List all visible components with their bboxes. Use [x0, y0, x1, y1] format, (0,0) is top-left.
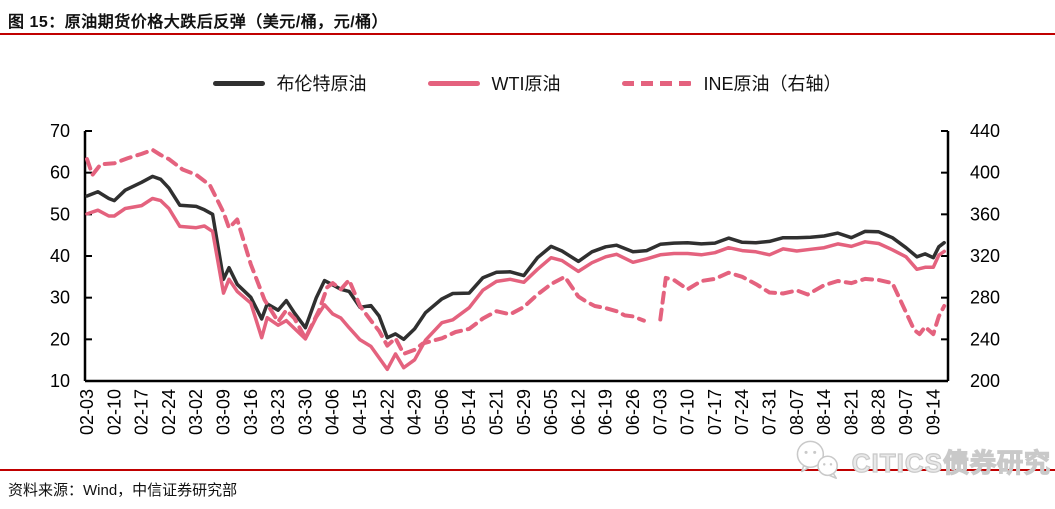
x-axis-label: 03-16 — [241, 389, 261, 435]
x-axis-label: 03-02 — [186, 389, 206, 435]
right-axis-label: 280 — [970, 288, 1000, 308]
left-axis-label: 20 — [50, 329, 70, 349]
left-axis-label: 70 — [50, 121, 70, 141]
x-axis-label: 03-23 — [268, 389, 288, 435]
right-axis-label: 440 — [970, 121, 1000, 141]
x-axis-label: 02-17 — [132, 389, 152, 435]
x-axis-label: 05-21 — [487, 389, 507, 435]
x-axis-label: 03-30 — [295, 389, 315, 435]
x-axis-label: 05-06 — [432, 389, 452, 435]
left-axis-label: 30 — [50, 288, 70, 308]
x-axis-label: 06-26 — [623, 389, 643, 435]
series-ine-line — [658, 270, 947, 337]
wechat-icon — [796, 440, 838, 480]
x-axis-label: 08-28 — [869, 389, 889, 435]
series-brent-line — [85, 174, 946, 342]
right-axis-label: 320 — [970, 246, 1000, 266]
legend-brent-line-sample — [213, 80, 266, 86]
right-axis-label: 400 — [970, 163, 1000, 183]
x-axis-label: 07-31 — [760, 389, 780, 435]
watermark-text: CITICS债券研究 — [851, 447, 1051, 478]
x-axis-label: 04-15 — [350, 389, 370, 435]
x-axis-label: 07-03 — [650, 389, 670, 435]
watermark: CITICS债券研究 — [792, 438, 1051, 484]
legend-label-wti: WTI原油 — [491, 74, 561, 94]
x-axis-label: 02-24 — [159, 389, 179, 435]
right-axis-label: 240 — [970, 329, 1000, 349]
x-axis-label: 04-22 — [377, 389, 397, 435]
x-axis-label: 04-06 — [323, 389, 343, 435]
x-axis-label: 02-03 — [77, 389, 97, 435]
x-axis-label: 05-14 — [459, 389, 479, 435]
left-axis-label: 50 — [50, 204, 70, 224]
figure-title: 图 15：原油期货价格大跌后反弹（美元/桶，元/桶） — [8, 14, 389, 31]
x-axis-label: 06-19 — [596, 389, 616, 435]
legend-item-ine: INE原油（右轴） — [622, 70, 842, 96]
series-wti-line — [85, 196, 946, 372]
legend-wti-line-sample — [428, 80, 481, 86]
x-axis-label: 08-07 — [787, 389, 807, 435]
legend-label-ine: INE原油（右轴） — [703, 74, 842, 94]
legend-label-brent: 布伦特原油 — [276, 74, 367, 94]
x-axis-label: 02-10 — [104, 389, 124, 435]
left-axis-label: 60 — [50, 163, 70, 183]
x-axis-label: 04-29 — [405, 389, 425, 435]
source-note: 资料来源：Wind，中信证券研究部 — [8, 482, 238, 499]
title-divider — [0, 33, 1055, 35]
x-axis-label: 07-17 — [705, 389, 725, 435]
x-axis-label: 09-14 — [923, 389, 943, 435]
chart-legend: 布伦特原油 WTI原油 INE原油（右轴） — [0, 70, 1055, 96]
x-axis-label: 07-10 — [678, 389, 698, 435]
legend-ine-line-sample — [622, 80, 693, 86]
x-axis-label: 06-05 — [541, 389, 561, 435]
x-axis-label: 08-21 — [841, 389, 861, 435]
right-axis-label: 200 — [970, 371, 1000, 391]
footer-divider — [0, 469, 1055, 471]
legend-item-brent: 布伦特原油 — [213, 70, 366, 96]
x-axis-label: 07-24 — [732, 389, 752, 435]
left-axis-label: 40 — [50, 246, 70, 266]
legend-item-wti: WTI原油 — [428, 70, 560, 96]
x-axis-label: 09-07 — [896, 389, 916, 435]
right-axis-label: 360 — [970, 204, 1000, 224]
x-axis-label: 05-29 — [514, 389, 534, 435]
x-axis-label: 06-12 — [568, 389, 588, 435]
series-ine-line — [85, 147, 646, 356]
x-axis-label: 03-09 — [214, 389, 234, 435]
x-axis-label: 08-14 — [814, 389, 834, 435]
left-axis-label: 10 — [50, 371, 70, 391]
